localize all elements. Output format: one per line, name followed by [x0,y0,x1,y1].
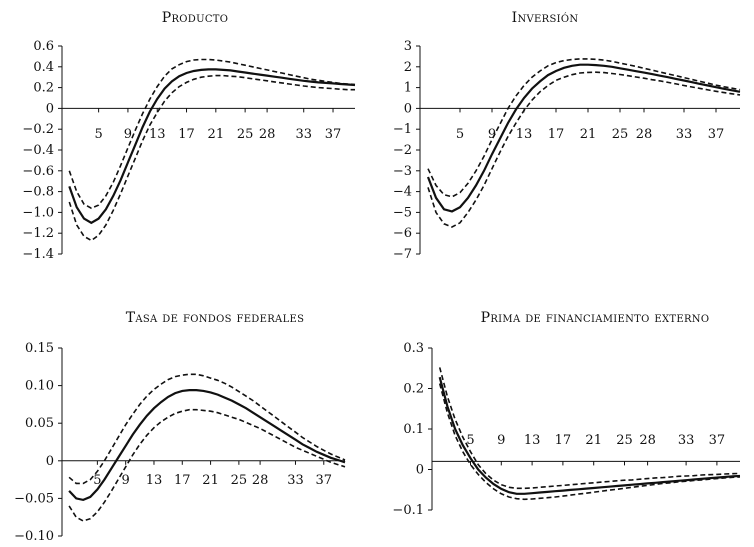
series-central-line [438,376,741,495]
x-tick-label: 5 [93,473,101,488]
y-tick-label: −0.8 [22,185,54,200]
series-confidence-band-line [68,58,356,210]
y-tick-label: −0.05 [14,491,54,506]
x-tick-label: 25 [612,127,629,142]
x-tick-label: 9 [124,127,132,142]
y-tick-label: 3 [404,39,412,54]
x-tick-label: 33 [678,433,695,448]
x-tick-label: 17 [178,127,195,142]
x-tick-label: 17 [548,127,565,142]
x-tick-label: 9 [488,127,496,142]
series-confidence-band-line [438,367,741,490]
x-tick-label: 21 [585,433,602,448]
series-central-line [68,68,356,225]
series-confidence-band-line [68,408,346,522]
x-tick-label: 5 [466,433,474,448]
y-tick-label: −1.2 [22,226,54,241]
x-tick-label: 33 [287,473,304,488]
x-tick-label: 37 [709,433,726,448]
x-tick-label: 25 [237,127,254,142]
x-tick-label: 5 [94,127,102,142]
x-tick-label: 37 [325,127,342,142]
series-confidence-band-line [438,383,741,501]
x-tick-label: 13 [516,127,533,142]
series-confidence-band-line [68,74,355,242]
x-tick-label: 28 [639,433,656,448]
y-tick-label: 1 [404,81,412,96]
x-tick-label: 9 [122,473,130,488]
y-tick-label: 0.15 [25,341,54,356]
series-central-line [426,63,741,213]
panel-tasa-fondos-federales: Tasa de fondos federales 0.15 0.10 0.05 0 −0… [14,310,346,544]
y-tick-label: 0 [416,463,424,478]
y-tick-label: −0.2 [22,122,54,137]
y-tick-label: −6 [393,226,412,241]
y-tick-label: −0.4 [22,143,54,158]
x-tick-label: 9 [497,433,505,448]
y-tick-label: −1.0 [22,205,54,220]
y-tick-label: −1 [393,122,412,137]
y-tick-label: −0.6 [22,164,54,179]
y-tick-label: 0 [46,454,54,469]
chart-title: Prima de financiamiento externo [481,310,710,326]
x-tick-label: 21 [208,127,225,142]
y-tick-label: −0.10 [14,529,54,544]
series-confidence-band-line [427,58,741,198]
y-tick-label: −1.4 [22,247,54,262]
y-tick-label: 0.2 [33,81,54,96]
y-tick-label: −0.1 [392,503,424,518]
y-tick-label: −3 [393,164,412,179]
x-tick-label: 37 [316,473,333,488]
y-tick-label: 0.05 [25,416,54,431]
y-tick-label: 2 [404,60,412,75]
x-tick-label: 21 [202,473,219,488]
y-tick-label: 0.6 [33,39,54,54]
x-tick-label: 13 [149,127,166,142]
x-tick-label: 25 [616,433,633,448]
x-tick-label: 25 [231,473,248,488]
x-tick-label: 17 [174,473,191,488]
panel-prima-financiamiento-externo: Prima de financiamiento externo 0.3 0.2 0.… [392,310,741,518]
y-tick-label: 0.4 [33,60,54,75]
x-tick-label: 37 [708,127,725,142]
y-tick-label: 0.3 [403,341,424,356]
y-tick-label: 0.1 [403,422,424,437]
y-tick-label: −7 [393,247,412,262]
series-confidence-band-line [68,373,346,485]
y-tick-label: −4 [393,185,412,200]
x-tick-label: 33 [676,127,693,142]
series-central-line [68,389,346,502]
chart-title: Inversión [512,10,579,26]
y-tick-label: 0.10 [25,379,54,394]
x-tick-label: 28 [259,127,276,142]
x-tick-label: 13 [146,473,163,488]
y-tick-label: 0 [46,101,54,116]
y-tick-label: 0 [404,101,412,116]
y-tick-label: 0.2 [403,382,424,397]
chart-title: Tasa de fondos federales [126,310,305,326]
chart-title: Producto [162,10,229,26]
x-tick-label: 28 [252,473,269,488]
x-tick-label: 33 [295,127,312,142]
x-tick-label: 13 [524,433,541,448]
x-tick-label: 21 [580,127,597,142]
x-tick-label: 17 [555,433,572,448]
x-tick-label: 28 [636,127,653,142]
panel-producto: Producto 0.6 0.4 0.2 0 −0.2 −0.4 −0.6 −0.8 −1.0 −… [22,10,356,262]
x-tick-label: 5 [456,127,464,142]
y-tick-label: −5 [393,205,412,220]
y-tick-label: −2 [393,143,412,158]
series-confidence-band-line [427,71,741,228]
